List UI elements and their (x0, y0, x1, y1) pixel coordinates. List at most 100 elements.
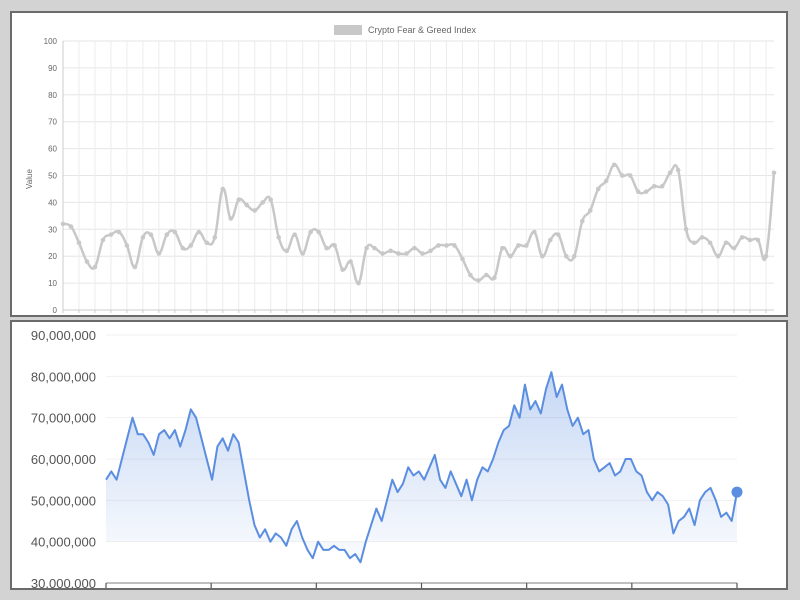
fear-greed-point[interactable] (691, 240, 697, 246)
fear-greed-point[interactable] (212, 235, 218, 240)
fear-greed-point[interactable] (108, 232, 114, 237)
fear-greed-point[interactable] (476, 278, 481, 283)
fear-greed-point[interactable] (372, 245, 377, 251)
fear-greed-point[interactable] (100, 237, 106, 243)
fear-greed-point[interactable] (228, 216, 234, 221)
fear-greed-point[interactable] (396, 251, 401, 256)
fear-greed-point[interactable] (76, 240, 82, 246)
y-tick-label: 40,000,000 (31, 535, 96, 550)
fear-greed-point[interactable] (180, 245, 186, 251)
fear-greed-point[interactable] (635, 189, 641, 194)
fear-greed-point[interactable] (516, 243, 521, 248)
fear-greed-point[interactable] (571, 253, 577, 259)
fear-greed-point[interactable] (556, 232, 561, 237)
fear-greed-point[interactable] (260, 200, 266, 205)
fear-greed-point[interactable] (356, 280, 361, 286)
y-tick-label: 10 (48, 279, 57, 288)
fear-greed-point[interactable] (92, 264, 98, 270)
fear-greed-point[interactable] (332, 243, 337, 248)
fear-greed-point[interactable] (540, 253, 545, 259)
fear-greed-point[interactable] (164, 232, 170, 237)
fear-greed-point[interactable] (651, 183, 657, 189)
fear-greed-point[interactable] (643, 189, 649, 194)
fear-greed-point[interactable] (364, 245, 369, 251)
fear-greed-point[interactable] (156, 251, 162, 256)
fear-greed-point[interactable] (204, 240, 210, 246)
fear-greed-point[interactable] (188, 243, 194, 248)
fear-greed-point[interactable] (148, 232, 154, 237)
fear-greed-point[interactable] (252, 208, 258, 213)
fear-greed-point[interactable] (284, 248, 289, 254)
fear-greed-point[interactable] (388, 248, 393, 254)
y-tick-label: 20 (48, 252, 57, 261)
fear-greed-point[interactable] (244, 202, 250, 208)
fear-greed-point[interactable] (484, 272, 489, 278)
fear-greed-point[interactable] (116, 229, 122, 235)
price-last-point[interactable] (731, 486, 743, 498)
fear-greed-point[interactable] (348, 259, 353, 264)
fear-greed-point[interactable] (172, 229, 178, 235)
price-axes: 30,000,000 40,000,000 50,000,000 60,000,000… (31, 328, 738, 588)
fear-greed-point[interactable] (340, 267, 345, 272)
fear-greed-point[interactable] (508, 253, 513, 259)
fear-greed-point[interactable] (412, 245, 417, 251)
y-tick-label: 50,000,000 (31, 493, 96, 508)
fear-greed-point[interactable] (60, 221, 66, 227)
fear-greed-point[interactable] (579, 218, 585, 224)
fear-greed-point[interactable] (460, 256, 465, 262)
fear-greed-point[interactable] (755, 237, 761, 243)
fear-greed-point[interactable] (132, 264, 138, 270)
fear-greed-point[interactable] (292, 232, 297, 237)
fear-greed-point[interactable] (587, 208, 593, 213)
fear-greed-point[interactable] (595, 186, 601, 192)
fear-greed-point[interactable] (452, 243, 457, 248)
fear-greed-point[interactable] (84, 259, 90, 264)
fear-greed-point[interactable] (747, 237, 753, 243)
fear-greed-point[interactable] (500, 245, 505, 251)
fear-greed-point[interactable] (739, 235, 745, 240)
fear-greed-point[interactable] (380, 251, 385, 256)
fear-greed-point[interactable] (300, 251, 305, 256)
fear-greed-point[interactable] (619, 173, 625, 178)
fear-greed-point[interactable] (763, 253, 769, 259)
fear-greed-point[interactable] (428, 248, 433, 254)
fear-greed-point[interactable] (268, 197, 274, 203)
fear-greed-point[interactable] (436, 243, 441, 248)
fear-greed-point[interactable] (124, 243, 130, 248)
y-tick-label: 60 (48, 145, 57, 154)
fear-greed-point[interactable] (563, 253, 569, 259)
fear-greed-point[interactable] (683, 227, 689, 232)
fear-greed-point[interactable] (707, 240, 713, 246)
fear-greed-point[interactable] (68, 224, 74, 229)
fear-greed-point[interactable] (140, 235, 146, 240)
fear-greed-point[interactable] (196, 229, 202, 235)
fear-greed-point[interactable] (771, 170, 777, 176)
fear-greed-point[interactable] (532, 229, 537, 235)
fear-greed-point[interactable] (324, 245, 329, 251)
fear-greed-point[interactable] (220, 186, 226, 192)
price-line (105, 371, 738, 564)
fear-greed-point[interactable] (420, 251, 425, 256)
fear-greed-point[interactable] (404, 251, 409, 256)
fear-greed-legend[interactable]: Crypto Fear & Greed Index (334, 25, 477, 35)
fear-greed-point[interactable] (444, 243, 449, 248)
fear-greed-point[interactable] (699, 235, 705, 240)
fear-greed-point[interactable] (659, 183, 665, 189)
fear-greed-point[interactable] (492, 275, 497, 281)
fear-greed-point[interactable] (236, 197, 242, 203)
fear-greed-point[interactable] (316, 229, 321, 235)
fear-greed-point[interactable] (667, 170, 673, 176)
fear-greed-point[interactable] (468, 272, 473, 278)
fear-greed-point[interactable] (731, 245, 737, 251)
fear-greed-chart: 0 10 20 30 40 50 60 70 80 90 100 Crypto Fear & Gre… (25, 25, 777, 315)
fear-greed-point[interactable] (603, 178, 609, 184)
fear-greed-point[interactable] (308, 229, 313, 235)
fear-greed-point[interactable] (276, 235, 281, 240)
fear-greed-point[interactable] (611, 162, 617, 168)
fear-greed-point[interactable] (675, 167, 681, 173)
fear-greed-point[interactable] (548, 237, 553, 243)
fear-greed-point[interactable] (627, 173, 633, 178)
fear-greed-point[interactable] (524, 243, 529, 248)
fear-greed-point[interactable] (723, 240, 729, 246)
fear-greed-point[interactable] (715, 253, 721, 259)
